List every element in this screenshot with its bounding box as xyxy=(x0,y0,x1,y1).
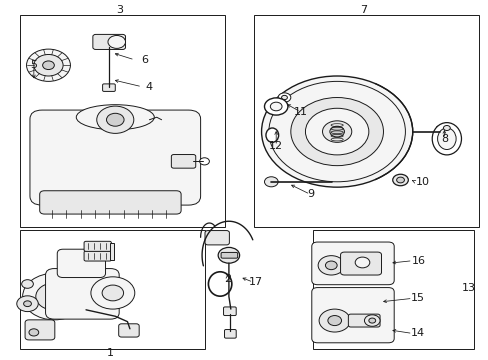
FancyBboxPatch shape xyxy=(224,329,236,338)
Circle shape xyxy=(368,318,375,323)
Circle shape xyxy=(329,126,344,137)
Circle shape xyxy=(318,256,344,275)
Text: 7: 7 xyxy=(360,5,367,15)
Circle shape xyxy=(108,36,125,48)
FancyBboxPatch shape xyxy=(45,269,119,319)
Circle shape xyxy=(42,61,54,69)
Text: 17: 17 xyxy=(248,277,262,287)
FancyBboxPatch shape xyxy=(84,251,111,261)
Text: 3: 3 xyxy=(117,5,123,15)
Circle shape xyxy=(392,174,407,186)
Text: 5: 5 xyxy=(30,60,37,70)
Circle shape xyxy=(319,309,349,332)
Circle shape xyxy=(218,247,239,263)
Circle shape xyxy=(281,95,287,100)
Ellipse shape xyxy=(431,123,461,155)
Circle shape xyxy=(34,54,63,76)
Text: 10: 10 xyxy=(415,177,428,187)
Circle shape xyxy=(268,81,405,182)
FancyBboxPatch shape xyxy=(204,230,229,245)
FancyBboxPatch shape xyxy=(347,314,379,327)
FancyBboxPatch shape xyxy=(171,154,195,168)
Circle shape xyxy=(290,98,383,166)
Text: 13: 13 xyxy=(461,283,475,293)
FancyBboxPatch shape xyxy=(93,35,125,49)
Circle shape xyxy=(36,283,73,310)
Circle shape xyxy=(106,113,124,126)
Circle shape xyxy=(261,76,412,187)
Circle shape xyxy=(97,106,134,133)
FancyBboxPatch shape xyxy=(102,84,115,91)
Ellipse shape xyxy=(265,128,278,142)
FancyBboxPatch shape xyxy=(30,110,200,205)
Circle shape xyxy=(23,301,31,307)
Text: 8: 8 xyxy=(440,134,447,144)
Text: 4: 4 xyxy=(145,82,153,92)
Ellipse shape xyxy=(437,128,455,149)
Circle shape xyxy=(396,177,404,183)
Circle shape xyxy=(264,177,278,187)
Text: 14: 14 xyxy=(410,328,424,338)
Bar xyxy=(110,243,114,260)
Circle shape xyxy=(26,49,70,81)
Bar xyxy=(20,230,205,348)
FancyBboxPatch shape xyxy=(25,320,55,340)
Circle shape xyxy=(21,280,33,288)
Circle shape xyxy=(305,108,368,155)
FancyBboxPatch shape xyxy=(223,307,236,316)
Circle shape xyxy=(102,285,123,301)
FancyBboxPatch shape xyxy=(340,252,381,275)
Circle shape xyxy=(443,126,449,131)
Circle shape xyxy=(270,102,282,111)
FancyBboxPatch shape xyxy=(57,249,105,278)
Circle shape xyxy=(354,257,369,268)
Circle shape xyxy=(22,273,86,320)
Bar xyxy=(20,15,224,226)
Ellipse shape xyxy=(208,272,231,296)
Text: 11: 11 xyxy=(293,107,307,117)
Text: 9: 9 xyxy=(306,189,313,199)
Text: 1: 1 xyxy=(107,348,114,358)
Bar xyxy=(312,230,473,348)
Text: 6: 6 xyxy=(141,55,148,65)
Text: 15: 15 xyxy=(410,293,424,303)
Bar xyxy=(254,15,478,226)
FancyBboxPatch shape xyxy=(40,191,181,214)
Circle shape xyxy=(264,98,287,115)
Text: 12: 12 xyxy=(268,141,283,151)
Circle shape xyxy=(364,315,379,326)
FancyBboxPatch shape xyxy=(311,288,393,343)
Circle shape xyxy=(199,158,209,165)
Circle shape xyxy=(327,316,341,325)
FancyBboxPatch shape xyxy=(311,242,393,285)
Circle shape xyxy=(29,329,39,336)
Ellipse shape xyxy=(76,105,154,130)
Text: 2: 2 xyxy=(224,274,230,284)
FancyBboxPatch shape xyxy=(119,324,139,337)
FancyBboxPatch shape xyxy=(84,241,111,251)
FancyBboxPatch shape xyxy=(221,252,237,258)
Circle shape xyxy=(322,121,351,142)
Circle shape xyxy=(46,291,62,302)
Circle shape xyxy=(325,261,336,270)
Circle shape xyxy=(17,296,38,312)
FancyBboxPatch shape xyxy=(436,126,447,137)
Text: 16: 16 xyxy=(411,256,425,266)
Circle shape xyxy=(278,93,290,102)
Circle shape xyxy=(91,277,135,309)
